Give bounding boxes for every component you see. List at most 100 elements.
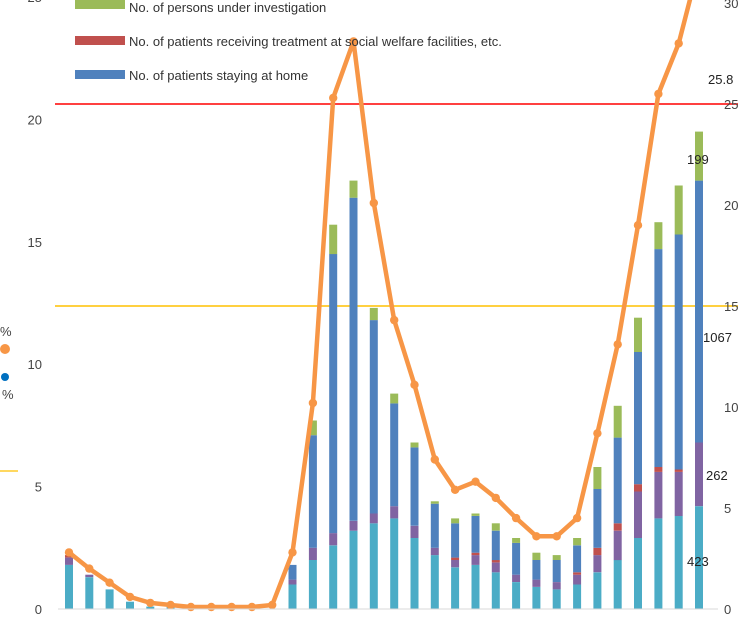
line-point <box>207 602 216 612</box>
line-point <box>593 429 602 438</box>
annotations: 25.8 199 1067 262 423 <box>687 72 733 569</box>
bar-segment <box>613 523 622 531</box>
legend-swatch-investigation <box>75 0 125 9</box>
bar-segment <box>410 538 419 609</box>
bar-segment <box>451 518 460 524</box>
bar-segment <box>634 484 642 492</box>
bar-segment <box>613 405 622 438</box>
right-tick-label: 30 <box>724 0 738 11</box>
line-point <box>511 513 521 523</box>
bar-segment <box>552 582 561 590</box>
bar-segment <box>105 589 114 609</box>
bar-segment <box>634 491 642 538</box>
bar-segment <box>593 489 602 548</box>
line-point <box>491 493 500 503</box>
bar-segment <box>85 574 94 578</box>
bar-segment <box>654 222 663 250</box>
line-point <box>64 548 74 557</box>
line-point <box>390 315 399 325</box>
bar-segment <box>654 471 663 519</box>
bar-segment <box>329 254 338 534</box>
bar-segment <box>308 547 317 560</box>
bar-segment <box>634 352 642 485</box>
bar-segment <box>512 582 521 609</box>
line-point <box>85 564 94 573</box>
right-tick-label: 20 <box>724 198 738 213</box>
left-tick-label: 0 <box>35 602 42 617</box>
bar-segment <box>654 249 663 467</box>
right-tick-label: 5 <box>724 501 731 516</box>
bar-segment <box>613 437 622 524</box>
bar-segment <box>390 403 399 507</box>
right-tick-label: 25 <box>724 97 738 112</box>
bar-segment <box>288 564 297 580</box>
right-tick-label: 10 <box>724 400 738 415</box>
bar-segment <box>532 552 541 560</box>
left-tick-label: 10 <box>28 357 42 372</box>
bar-segment <box>329 533 338 546</box>
line-point <box>349 37 358 46</box>
bar-segment <box>308 420 317 436</box>
bar-segment <box>593 467 602 489</box>
bar-segment <box>573 538 582 546</box>
line-point <box>125 592 135 602</box>
bar-segment <box>430 503 439 548</box>
line-point <box>674 39 683 48</box>
legend-label-welfare: No. of patients receiving treatment at s… <box>129 34 502 49</box>
bar-segment <box>695 442 703 507</box>
bar-segment <box>471 564 480 609</box>
bar-segment <box>126 601 134 609</box>
bar-segment <box>430 555 439 609</box>
bar-segment <box>349 180 358 198</box>
bar-segment <box>593 572 602 609</box>
bar-segment <box>695 131 703 181</box>
annotation-1067: 1067 <box>703 330 732 345</box>
line-point <box>471 477 480 486</box>
reference-lines <box>55 103 738 307</box>
bar-segment <box>471 555 480 565</box>
bar-segment <box>695 180 703 443</box>
bar-segment <box>674 469 683 472</box>
edge-percent-1: % <box>0 324 12 339</box>
bar-segment <box>512 538 521 543</box>
stacked-bars <box>65 131 703 609</box>
left-edge-fragment: % % <box>0 324 18 472</box>
bar-segment <box>85 577 94 609</box>
left-tick-label: 25 <box>28 0 42 5</box>
bar-segment <box>613 530 622 561</box>
bar-segment <box>613 560 622 609</box>
bar-segment <box>390 506 399 519</box>
annotation-262: 262 <box>706 468 728 483</box>
bar-segment <box>634 538 642 609</box>
line-point <box>369 198 378 208</box>
edge-marker-orange <box>0 344 10 354</box>
bar-segment <box>695 506 703 609</box>
line-point <box>105 578 114 587</box>
bar-segment <box>329 224 338 255</box>
bar-segment <box>451 523 460 558</box>
bar-segment <box>532 587 541 609</box>
legend-label-home: No. of patients staying at home <box>129 68 308 83</box>
annotation-199: 199 <box>687 152 709 167</box>
bar-segment <box>288 584 297 609</box>
bar-segment <box>451 557 460 560</box>
bar-segment <box>593 547 602 556</box>
bar-segment <box>573 572 582 575</box>
bar-segment <box>532 579 541 587</box>
bar-segment <box>369 320 378 514</box>
line-point <box>329 93 338 103</box>
line-point <box>633 221 643 230</box>
left-tick-label: 5 <box>35 480 42 495</box>
bar-segment <box>451 560 460 568</box>
annotation-25-8: 25.8 <box>708 72 733 87</box>
bar-segment <box>491 572 500 609</box>
bar-segment <box>654 518 663 609</box>
bar-segment <box>674 234 683 470</box>
line-point <box>450 485 460 494</box>
legend-swatch-welfare <box>75 36 125 45</box>
bar-segment <box>512 542 521 575</box>
line-point <box>166 600 175 610</box>
bar-segment <box>471 516 480 553</box>
left-tick-label: 15 <box>28 235 42 250</box>
